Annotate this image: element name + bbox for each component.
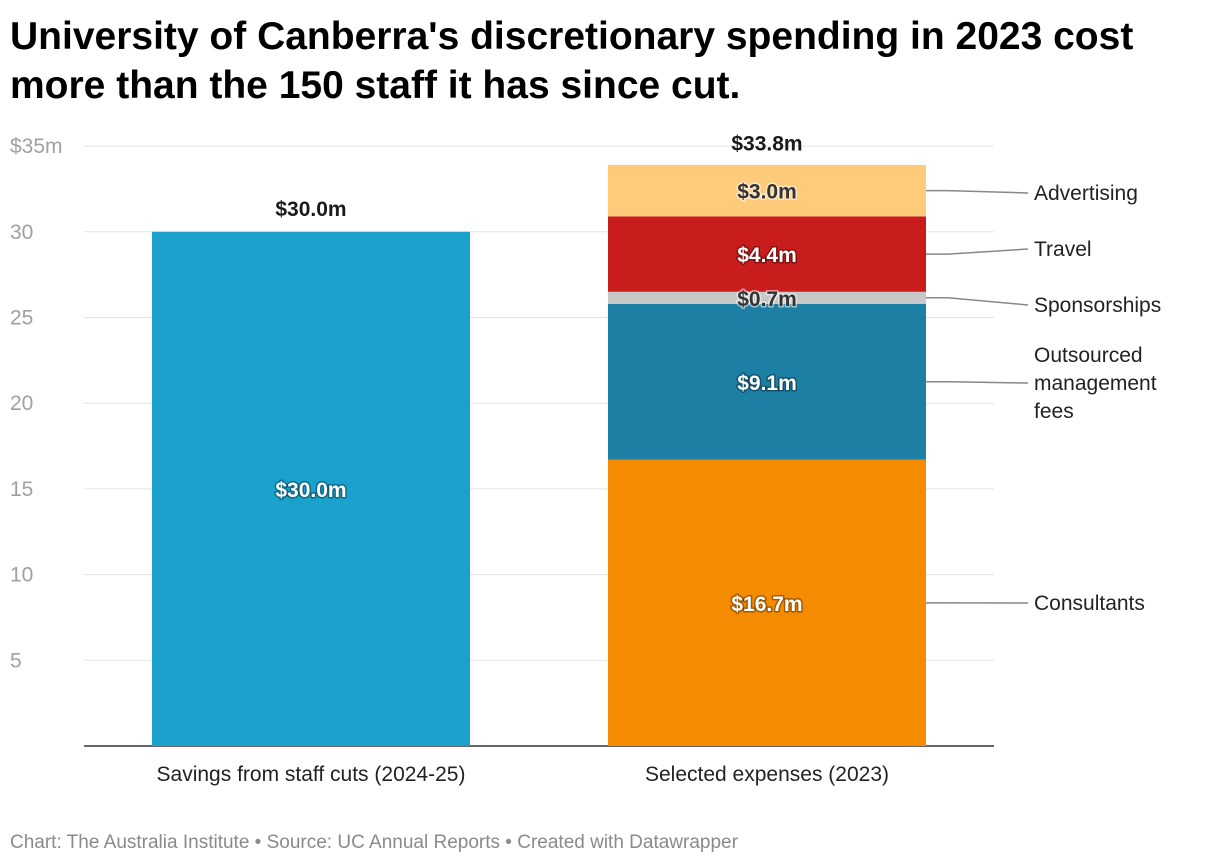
y-tick-label: 5 <box>10 649 22 672</box>
y-tick-label: $35m <box>10 135 63 158</box>
data-label: $3.0m <box>737 181 797 204</box>
y-tick-label: 30 <box>10 221 33 244</box>
annotation-line: Advertising <box>1034 182 1138 205</box>
data-label: $30.0m <box>275 479 346 502</box>
annotation-line: Sponsorships <box>1034 294 1161 317</box>
data-label: $16.7m <box>731 593 802 616</box>
annotation-leader-line <box>926 189 1029 194</box>
annotation-leader-line <box>926 248 1029 255</box>
annotation-label-outsourced-management-fees: Outsourced management fees <box>1034 344 1157 423</box>
footer: Chart: The Australia Institute • Source:… <box>10 832 738 854</box>
chart-title: University of Canberra's discretionary s… <box>10 15 1134 107</box>
footer-chart-credit: Chart: The Australia Institute <box>10 832 250 853</box>
bar-segment-sponsorships <box>608 291 926 304</box>
annotations: Advertising Travel Sponsorships Outsourced m… <box>926 182 1161 615</box>
annotation-line: management <box>1034 372 1157 395</box>
y-tick-label: 25 <box>10 307 33 330</box>
annotation-label-consultants: Consultants <box>1034 592 1145 615</box>
footer-created: • Created with Datawrapper <box>505 832 738 853</box>
annotation-label-sponsorships: Sponsorships <box>1034 294 1161 317</box>
total-label: $30.0m <box>275 198 346 221</box>
footer-source: • Source: UC Annual Reports <box>254 832 501 853</box>
bar-segment-consultants <box>608 459 926 746</box>
annotation-leader-line <box>926 381 1029 384</box>
annotation-label-travel: Travel <box>1034 238 1092 261</box>
y-tick-label: 10 <box>10 564 33 587</box>
labels: $30.0m $30.0m Savings from staff cuts (202… <box>157 133 889 786</box>
bar-segment-outsourced-management-fees <box>608 303 926 460</box>
data-label: $9.1m <box>737 372 797 395</box>
annotation-label-advertising: Advertising <box>1034 182 1138 205</box>
x-category-label: Savings from staff cuts (2024-25) <box>157 763 466 786</box>
data-label: $4.4m <box>737 244 797 267</box>
bar-segment-advertising <box>608 164 926 217</box>
y-tick-label: 15 <box>10 478 33 501</box>
bar-segment-travel <box>608 216 926 292</box>
bars <box>152 164 926 747</box>
annotation-line: fees <box>1034 400 1074 423</box>
annotation-leader-line <box>926 297 1029 306</box>
y-tick-label: 20 <box>10 392 33 415</box>
annotation-line: Consultants <box>1034 592 1145 615</box>
annotation-line: Outsourced <box>1034 344 1143 367</box>
total-label: $33.8m <box>731 133 802 156</box>
annotation-line: Travel <box>1034 238 1092 261</box>
x-category-label: Selected expenses (2023) <box>645 763 889 786</box>
bar-segment-savings <box>152 231 470 747</box>
data-label: $0.7m <box>737 288 797 311</box>
